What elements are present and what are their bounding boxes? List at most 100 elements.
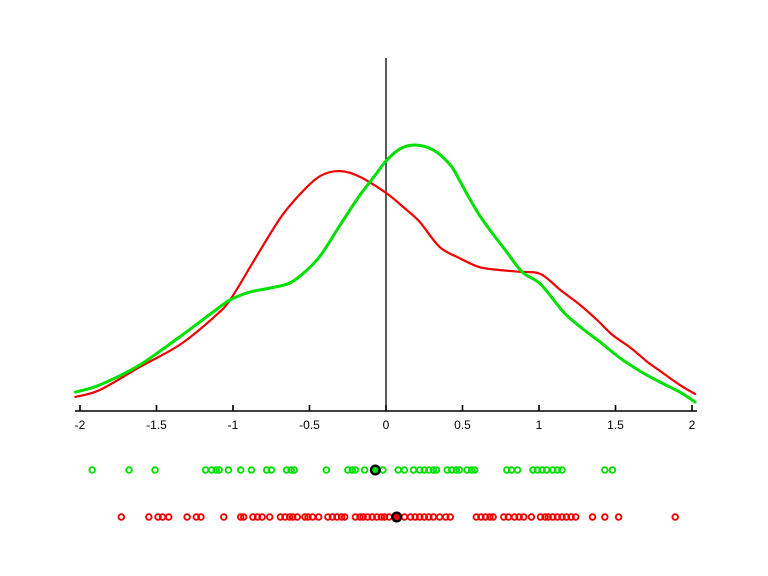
rug-dot-red <box>117 513 126 521</box>
rug-dot-green <box>601 466 609 474</box>
rug-dot-red <box>544 513 552 521</box>
rug-dot-red <box>541 513 549 521</box>
x-axis-tick-label: 1.5 <box>607 418 624 432</box>
rug-dot-red <box>446 513 455 521</box>
rug-dot-red <box>601 513 609 521</box>
rug-dot-red <box>415 513 424 521</box>
rug-dot-red <box>477 513 485 521</box>
rug-dot-green <box>463 466 471 474</box>
rug-dot-red <box>441 513 450 521</box>
rug-dot-red <box>481 513 490 521</box>
rug-dot-green <box>215 466 223 474</box>
rug-dot-green <box>420 466 429 474</box>
rug-dot-red <box>510 513 519 521</box>
rug-dot-green <box>409 466 418 474</box>
x-axis-tick-label: -0.5 <box>299 418 320 432</box>
rug-dot-red <box>308 513 317 521</box>
median-marker-red <box>391 511 403 523</box>
rug-dot-red <box>314 513 323 521</box>
rug-dot-green <box>282 466 291 474</box>
rug-dot-red <box>486 513 494 521</box>
rug-dot-red <box>337 513 346 521</box>
rug-dot-green <box>322 466 331 474</box>
rug-dot-red <box>380 513 389 521</box>
rug-dot-green <box>207 466 216 474</box>
rug-dot-red <box>562 513 571 521</box>
rug-dot-red <box>239 513 248 521</box>
rug-dot-green <box>88 466 96 474</box>
rug-dot-green <box>455 466 464 474</box>
rug-dot-green <box>452 466 461 474</box>
rug-dot-green <box>429 466 438 474</box>
rug-dot-green <box>415 466 424 474</box>
rug-dot-red <box>425 513 433 521</box>
kde-curve-red <box>74 169 697 398</box>
rug-dot-green <box>379 466 387 474</box>
rug-dot-green <box>538 466 546 474</box>
rug-dot-green <box>507 466 516 474</box>
rug-dot-red <box>333 513 341 521</box>
rug-dot-green <box>287 466 295 474</box>
kde-curve-green <box>73 143 697 404</box>
rug-dot-red <box>183 513 191 521</box>
rug-dot-red <box>154 513 162 521</box>
rug-dot-red <box>519 513 528 521</box>
rug-dot-green <box>549 466 557 474</box>
rug-dot-green <box>542 466 551 474</box>
rug-dot-red <box>420 513 429 521</box>
rug-dot-green <box>400 466 409 474</box>
rug-dot-red <box>220 513 228 521</box>
rug-dot-red <box>253 513 262 521</box>
rug-dot-red <box>489 513 497 521</box>
rug-dot-green <box>470 466 479 474</box>
rug-dot-green <box>394 466 402 474</box>
rug-dot-red <box>527 513 536 521</box>
rug-dot-red <box>377 513 386 521</box>
rug-dot-green <box>201 466 210 474</box>
rug-dot-red <box>249 513 257 521</box>
rug-dot-red <box>435 513 444 521</box>
rug-dot-red <box>536 513 545 521</box>
rug-dot-red <box>164 513 173 521</box>
rug-dot-green <box>503 466 511 474</box>
rug-dot-green <box>212 466 220 474</box>
rug-dot-red <box>197 513 205 521</box>
rug-dot-red <box>385 513 393 521</box>
rug-dot-green <box>513 466 522 474</box>
rug-dot-green <box>360 466 369 474</box>
rug-dot-green <box>432 466 441 474</box>
rug-dot-red <box>363 513 372 521</box>
x-axis-tick-label: -1.5 <box>146 418 167 432</box>
rug-dot-red <box>356 513 364 521</box>
rug-dot-red <box>571 513 580 521</box>
rug-dot-red <box>411 513 419 521</box>
rug-dot-red <box>671 513 679 521</box>
rug-dot-red <box>293 513 302 521</box>
rug-dot-red <box>549 513 557 521</box>
rug-dot-green <box>348 466 357 474</box>
rug-dot-green <box>529 466 537 474</box>
rug-dot-red <box>145 513 153 521</box>
rug-dot-red <box>504 513 513 521</box>
rug-dot-red <box>406 513 415 521</box>
rug-dot-red <box>588 513 597 521</box>
rug-dot-green <box>290 466 298 474</box>
rug-dot-red <box>373 513 381 521</box>
rug-dot-red <box>192 513 201 521</box>
x-axis-tick-label: 0 <box>383 418 390 432</box>
rug-dot-green <box>262 466 271 474</box>
rug-dot-red <box>500 513 508 521</box>
x-axis-tick-label: -2 <box>75 418 86 432</box>
rug-dot-red <box>614 513 623 521</box>
rug-dot-red <box>324 513 332 521</box>
rug-dot-red <box>368 513 376 521</box>
rug-dot-green <box>608 466 617 474</box>
rug-dot-green <box>344 466 352 474</box>
rug-dot-green <box>351 466 360 474</box>
rug-dot-green <box>267 466 276 474</box>
rug-dot-red <box>258 513 266 521</box>
rug-dot-red <box>265 513 274 521</box>
rug-dot-red <box>276 513 285 521</box>
rug-dot-red <box>340 513 349 521</box>
